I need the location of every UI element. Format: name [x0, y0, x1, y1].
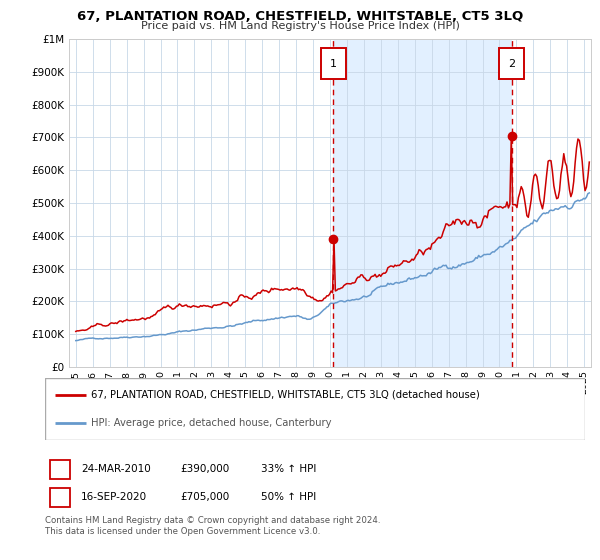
Bar: [334, 39, 512, 367]
Text: HPI: Average price, detached house, Canterbury: HPI: Average price, detached house, Cant…: [91, 418, 331, 428]
Text: £390,000: £390,000: [180, 464, 229, 474]
Text: 16-SEP-2020: 16-SEP-2020: [81, 492, 147, 502]
Text: 24-MAR-2010: 24-MAR-2010: [81, 464, 151, 474]
Text: Contains HM Land Registry data © Crown copyright and database right 2024.: Contains HM Land Registry data © Crown c…: [45, 516, 380, 525]
FancyBboxPatch shape: [499, 48, 524, 79]
Text: 67, PLANTATION ROAD, CHESTFIELD, WHITSTABLE, CT5 3LQ (detached house): 67, PLANTATION ROAD, CHESTFIELD, WHITSTA…: [91, 390, 479, 400]
Text: 33% ↑ HPI: 33% ↑ HPI: [261, 464, 316, 474]
FancyBboxPatch shape: [321, 48, 346, 79]
Text: Price paid vs. HM Land Registry's House Price Index (HPI): Price paid vs. HM Land Registry's House …: [140, 21, 460, 31]
Text: 67, PLANTATION ROAD, CHESTFIELD, WHITSTABLE, CT5 3LQ: 67, PLANTATION ROAD, CHESTFIELD, WHITSTA…: [77, 10, 523, 23]
Text: 50% ↑ HPI: 50% ↑ HPI: [261, 492, 316, 502]
Text: This data is licensed under the Open Government Licence v3.0.: This data is licensed under the Open Gov…: [45, 528, 320, 536]
Text: 1: 1: [330, 59, 337, 69]
Text: £705,000: £705,000: [180, 492, 229, 502]
Text: 2: 2: [56, 492, 63, 502]
Text: 1: 1: [56, 464, 63, 474]
Text: 2: 2: [508, 59, 515, 69]
